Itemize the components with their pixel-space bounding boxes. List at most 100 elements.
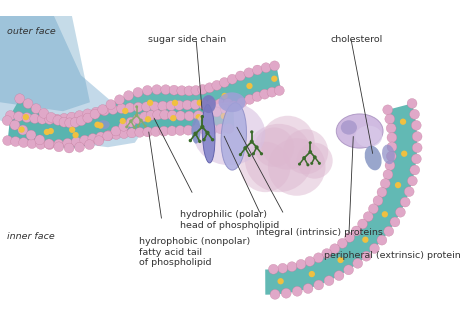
Circle shape [135,127,145,137]
Circle shape [14,112,24,121]
Circle shape [137,125,139,128]
Ellipse shape [341,120,357,135]
Circle shape [303,283,313,294]
Circle shape [345,233,355,242]
Circle shape [377,187,387,197]
Circle shape [94,122,100,128]
Circle shape [143,127,153,137]
Circle shape [161,85,171,95]
Circle shape [74,111,84,120]
Circle shape [253,65,262,75]
Text: peripheral (extrinsic) protein: peripheral (extrinsic) protein [324,251,460,260]
Circle shape [103,131,112,141]
Circle shape [369,244,379,253]
Circle shape [119,129,129,138]
Circle shape [174,100,184,110]
Circle shape [384,226,394,236]
Circle shape [318,162,321,165]
Polygon shape [0,16,90,111]
Circle shape [412,131,422,142]
Circle shape [198,84,208,94]
Circle shape [59,117,69,127]
Circle shape [108,105,118,114]
Text: hydrophilic (polar)
head of phospholipid: hydrophilic (polar) head of phospholipid [180,210,279,229]
Circle shape [334,270,344,281]
Circle shape [125,103,135,113]
Circle shape [23,114,29,120]
Circle shape [22,112,32,123]
Circle shape [246,83,253,89]
Ellipse shape [221,103,246,170]
Circle shape [216,124,226,134]
Circle shape [18,125,28,135]
Circle shape [361,251,371,261]
Circle shape [408,176,417,186]
Circle shape [344,265,354,275]
Circle shape [80,135,90,145]
Circle shape [167,110,177,120]
Circle shape [211,138,214,141]
Circle shape [18,137,28,148]
Circle shape [96,132,106,142]
Circle shape [106,100,116,110]
Circle shape [385,114,395,124]
Circle shape [10,137,20,146]
Ellipse shape [355,126,382,147]
Circle shape [306,163,310,167]
Circle shape [407,99,417,108]
Circle shape [184,86,194,96]
Circle shape [228,74,237,84]
Circle shape [221,113,227,119]
Circle shape [395,182,401,188]
Circle shape [35,135,45,145]
Circle shape [245,94,255,104]
Circle shape [383,170,393,179]
Ellipse shape [201,95,216,113]
Circle shape [172,100,178,106]
Ellipse shape [219,92,246,112]
Circle shape [199,100,209,109]
Circle shape [159,126,169,136]
Circle shape [47,128,54,134]
Circle shape [377,235,387,245]
Circle shape [193,111,203,120]
Circle shape [189,139,192,142]
Circle shape [324,276,334,286]
Circle shape [395,207,405,217]
Circle shape [296,259,306,269]
Circle shape [31,104,41,113]
Circle shape [177,86,187,96]
Circle shape [117,104,127,113]
Circle shape [191,100,201,110]
Circle shape [111,130,121,139]
Circle shape [250,130,254,134]
Circle shape [111,126,121,136]
Ellipse shape [297,143,333,179]
Circle shape [205,131,210,135]
Circle shape [207,99,217,109]
Text: hydrophobic (nonpolar)
fatty acid tail
of phospholipid: hydrophobic (nonpolar) fatty acid tail o… [139,237,251,267]
Circle shape [200,125,204,129]
Ellipse shape [97,120,109,129]
Circle shape [63,138,73,148]
Circle shape [23,99,33,109]
Circle shape [64,118,74,128]
Circle shape [205,83,215,93]
Circle shape [410,109,419,119]
Circle shape [90,109,100,119]
Ellipse shape [268,138,326,196]
Circle shape [27,139,37,149]
Circle shape [53,115,63,125]
Circle shape [364,212,373,222]
Circle shape [140,112,149,122]
Circle shape [353,258,363,268]
Circle shape [125,125,128,128]
Circle shape [69,127,75,133]
Circle shape [2,116,12,125]
Ellipse shape [245,124,313,192]
Circle shape [252,152,255,155]
Circle shape [135,113,138,117]
Circle shape [244,68,254,78]
Circle shape [167,126,177,136]
Circle shape [252,92,262,101]
